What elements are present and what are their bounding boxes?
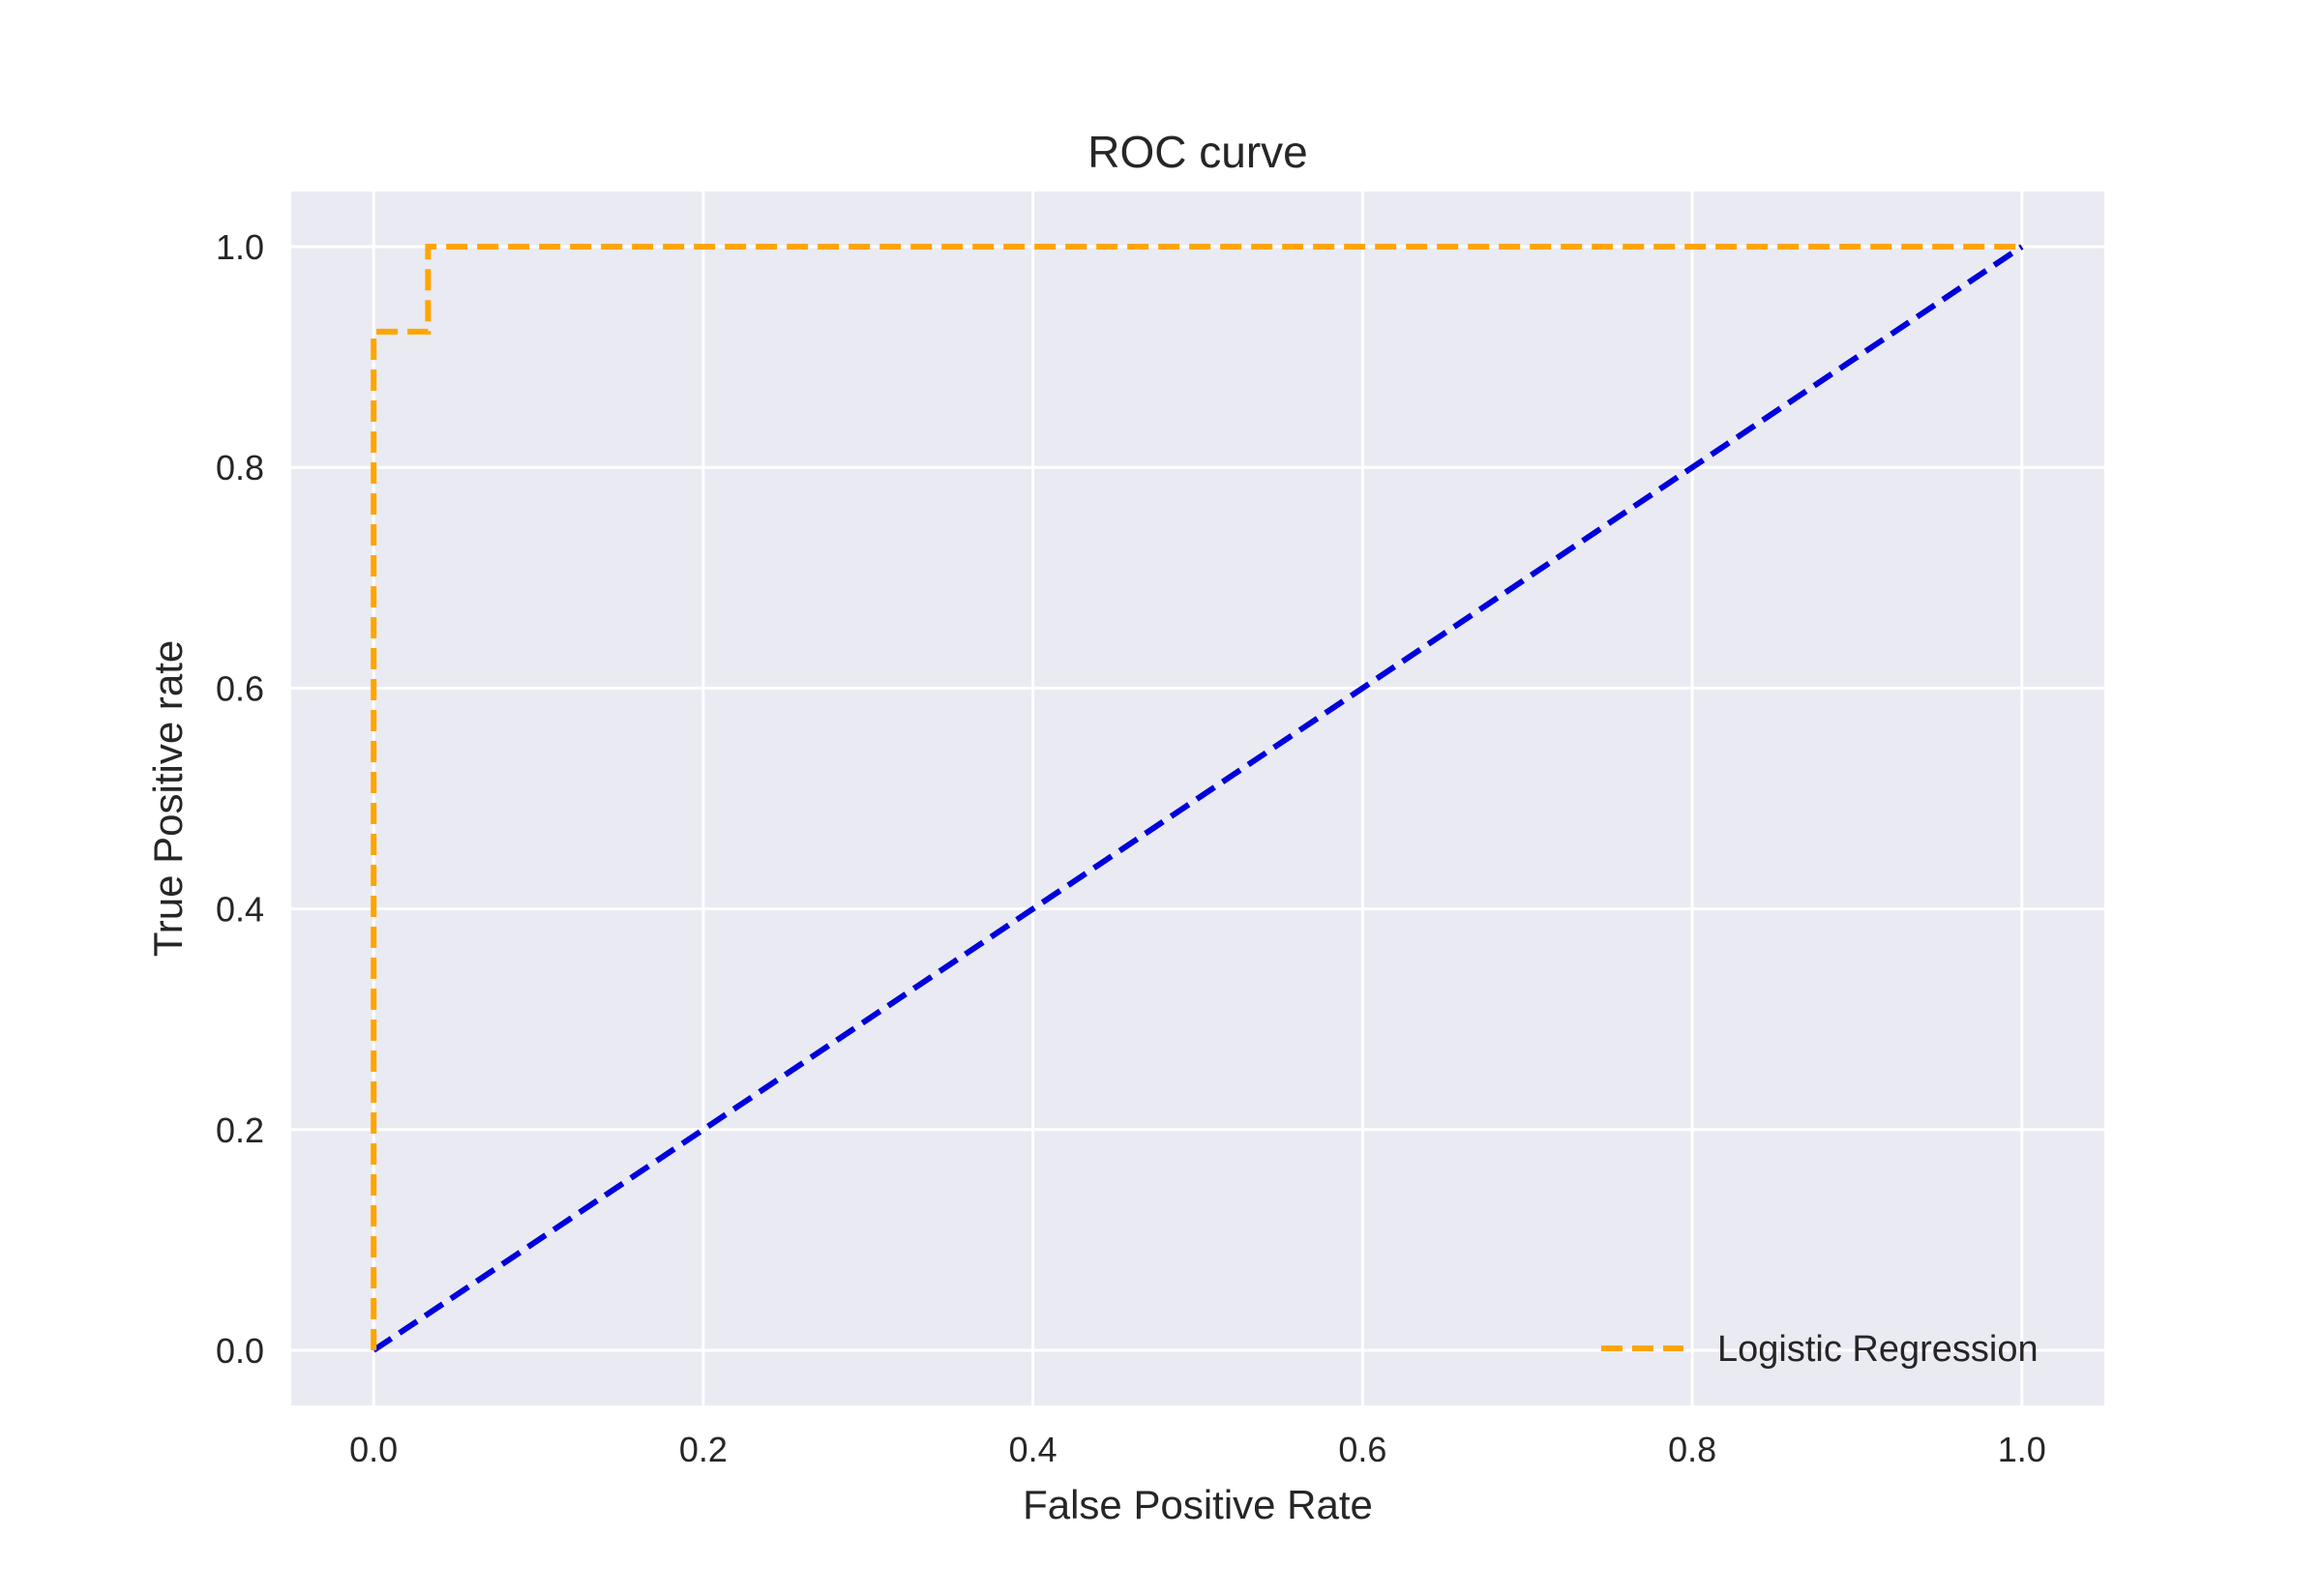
y-tick-label: 0.2 xyxy=(216,1110,264,1150)
x-tick-label: 1.0 xyxy=(1998,1430,2046,1469)
x-tick-label: 0.8 xyxy=(1668,1430,1716,1469)
legend-label-logistic-regression: Logistic Regression xyxy=(1717,1329,2039,1370)
y-tick-labels: 0.0 0.2 0.4 0.6 0.8 1.0 xyxy=(216,227,264,1371)
x-tick-label: 0.0 xyxy=(349,1430,398,1469)
chart-title: ROC curve xyxy=(1087,127,1307,177)
legend: Logistic Regression xyxy=(1601,1329,2039,1370)
x-tick-label: 0.2 xyxy=(679,1430,728,1469)
roc-curve-logistic-regression xyxy=(371,244,2022,1350)
y-tick-label: 0.0 xyxy=(216,1331,264,1371)
y-axis-title: True Positive rate xyxy=(145,640,191,958)
x-tick-labels: 0.0 0.2 0.4 0.6 0.8 1.0 xyxy=(349,1430,2046,1469)
grid-lines xyxy=(291,192,2104,1405)
y-tick-label: 1.0 xyxy=(216,227,264,267)
y-tick-label: 0.4 xyxy=(216,890,264,930)
x-tick-label: 0.4 xyxy=(1009,1430,1057,1469)
x-tick-label: 0.6 xyxy=(1338,1430,1386,1469)
y-tick-label: 0.6 xyxy=(216,668,264,708)
y-tick-label: 0.8 xyxy=(216,448,264,488)
diagonal-reference-line xyxy=(372,244,2024,1353)
x-axis-title: False Positive Rate xyxy=(1023,1482,1373,1527)
series-layer xyxy=(371,244,2024,1353)
